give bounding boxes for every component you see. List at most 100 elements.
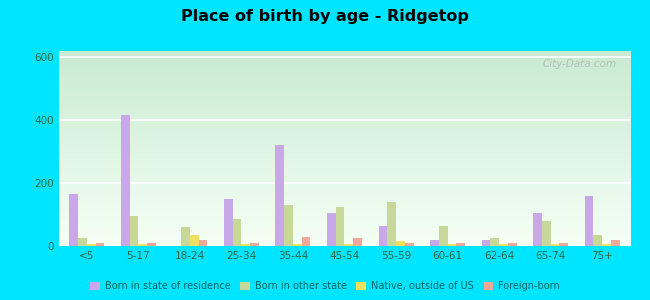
Bar: [58, 138, 630, 139]
Bar: [508, 243, 517, 246]
Bar: [58, 222, 630, 223]
Bar: [58, 203, 630, 204]
Bar: [58, 72, 630, 74]
Bar: [58, 145, 630, 146]
Bar: [58, 148, 630, 149]
Bar: [58, 171, 630, 172]
Bar: [58, 51, 630, 52]
Bar: [58, 230, 630, 231]
Bar: [405, 243, 413, 246]
Bar: [70, 194, 78, 246]
Bar: [58, 191, 630, 192]
Bar: [58, 159, 630, 160]
Bar: [58, 144, 630, 145]
Bar: [58, 185, 630, 187]
Bar: [58, 197, 630, 198]
Bar: [58, 92, 630, 93]
Bar: [58, 87, 630, 88]
Bar: [58, 193, 630, 194]
Bar: [58, 102, 630, 103]
Bar: [58, 146, 630, 148]
Bar: [58, 91, 630, 92]
Bar: [58, 130, 630, 131]
Bar: [58, 100, 630, 101]
Bar: [560, 243, 568, 246]
Bar: [58, 181, 630, 182]
Bar: [58, 165, 630, 166]
Bar: [58, 66, 630, 67]
Bar: [58, 157, 630, 158]
Bar: [490, 238, 499, 246]
Bar: [58, 176, 630, 177]
Bar: [58, 208, 630, 209]
Bar: [58, 161, 630, 162]
Bar: [302, 237, 311, 246]
Bar: [327, 213, 336, 246]
Bar: [58, 60, 630, 61]
Bar: [378, 226, 387, 246]
Bar: [344, 244, 353, 246]
Bar: [58, 202, 630, 203]
Bar: [58, 223, 630, 224]
Bar: [284, 205, 293, 246]
Bar: [58, 182, 630, 183]
Bar: [58, 211, 630, 212]
Bar: [58, 210, 630, 211]
Bar: [58, 106, 630, 107]
Bar: [58, 243, 630, 244]
Bar: [58, 120, 630, 121]
Bar: [58, 114, 630, 115]
Bar: [58, 209, 630, 210]
Bar: [611, 240, 619, 246]
Bar: [58, 229, 630, 230]
Bar: [58, 136, 630, 137]
Bar: [58, 82, 630, 83]
Bar: [58, 155, 630, 156]
Bar: [353, 238, 362, 246]
Bar: [58, 112, 630, 113]
Bar: [58, 139, 630, 140]
Bar: [58, 205, 630, 206]
Bar: [58, 58, 630, 59]
Bar: [58, 119, 630, 120]
Bar: [58, 239, 630, 240]
Bar: [58, 63, 630, 64]
Bar: [58, 184, 630, 185]
Bar: [387, 202, 396, 246]
Bar: [121, 116, 129, 246]
Bar: [58, 83, 630, 84]
Bar: [58, 70, 630, 71]
Bar: [58, 154, 630, 155]
Bar: [58, 94, 630, 95]
Bar: [58, 61, 630, 62]
Bar: [58, 177, 630, 178]
Bar: [58, 121, 630, 122]
Bar: [58, 133, 630, 134]
Bar: [58, 167, 630, 168]
Bar: [58, 124, 630, 125]
Bar: [499, 244, 508, 246]
Bar: [396, 241, 405, 246]
Bar: [58, 206, 630, 207]
Bar: [58, 89, 630, 90]
Bar: [58, 199, 630, 200]
Bar: [58, 79, 630, 80]
Bar: [58, 111, 630, 112]
Bar: [602, 244, 611, 246]
Bar: [58, 178, 630, 179]
Bar: [58, 71, 630, 72]
Bar: [58, 141, 630, 142]
Bar: [58, 123, 630, 124]
Bar: [58, 164, 630, 165]
Bar: [58, 122, 630, 123]
Bar: [58, 135, 630, 136]
Bar: [58, 244, 630, 245]
Bar: [58, 137, 630, 138]
Bar: [58, 113, 630, 114]
Bar: [199, 240, 207, 246]
Bar: [58, 64, 630, 66]
Bar: [58, 67, 630, 68]
Bar: [58, 99, 630, 100]
Bar: [58, 107, 630, 109]
Bar: [58, 140, 630, 141]
